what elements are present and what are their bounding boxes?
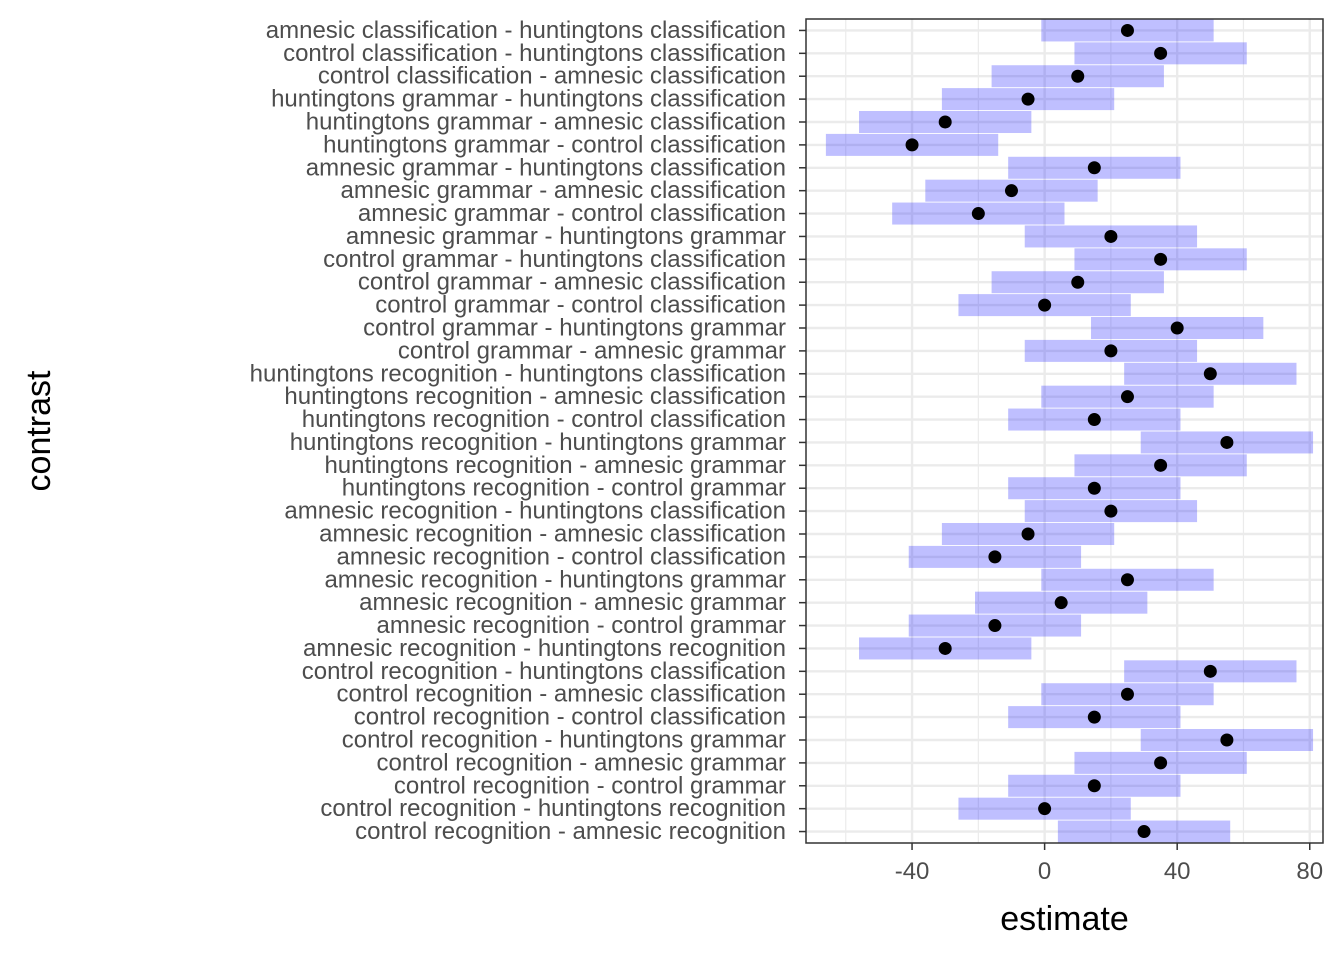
x-tick-label: 40: [1164, 858, 1191, 885]
y-tick-label: control grammar - huntingtons classifica…: [323, 246, 786, 273]
estimate-point: [1087, 710, 1101, 724]
estimate-point: [1087, 481, 1101, 495]
y-tick-label: huntingtons recognition - amnesic gramma…: [324, 452, 786, 479]
estimate-point: [1087, 413, 1101, 427]
y-tick-label: amnesic recognition - amnesic grammar: [359, 589, 786, 616]
y-tick-label: control recognition - amnesic grammar: [377, 749, 787, 776]
y-tick-label: huntingtons recognition - amnesic classi…: [284, 383, 786, 410]
estimate-point: [1203, 367, 1217, 381]
estimate-point: [1120, 23, 1134, 37]
y-tick-label: control recognition - amnesic classifica…: [336, 681, 786, 708]
y-axis: amnesic classification - huntingtons cla…: [250, 17, 806, 845]
y-tick-label: amnesic recognition - control grammar: [377, 612, 787, 639]
y-tick-label: control recognition - huntingtons recogn…: [320, 795, 786, 822]
estimate-point: [938, 641, 952, 655]
y-axis-title: contrast: [20, 370, 58, 491]
y-tick-label: amnesic recognition - huntingtons recogn…: [303, 635, 786, 662]
estimate-point: [1021, 92, 1035, 106]
estimate-point: [988, 550, 1002, 564]
estimate-point: [1154, 458, 1168, 472]
x-tick-label: -40: [895, 858, 930, 885]
y-tick-label: huntingtons recognition - control classi…: [302, 406, 786, 433]
y-tick-label: huntingtons grammar - control classifica…: [323, 131, 786, 158]
estimate-point: [1038, 298, 1052, 312]
y-tick-label: control classification - amnesic classif…: [318, 63, 786, 90]
y-tick-label: amnesic grammar - control classification: [358, 200, 786, 227]
estimate-point: [1154, 252, 1168, 266]
y-tick-label: huntingtons recognition - huntingtons cl…: [250, 360, 786, 387]
y-tick-label: huntingtons recognition - huntingtons gr…: [290, 429, 786, 456]
estimate-point: [1104, 229, 1118, 243]
estimate-point: [1087, 779, 1101, 793]
y-tick-label: control grammar - control classification: [375, 292, 786, 319]
estimate-point: [1104, 344, 1118, 358]
x-axis: -40 0 40 80: [895, 843, 1323, 885]
estimate-point: [988, 619, 1002, 633]
x-tick-label: 80: [1296, 858, 1323, 885]
y-tick-label: control grammar - amnesic grammar: [398, 337, 786, 364]
y-tick-label: amnesic grammar - amnesic classification: [341, 177, 786, 204]
y-tick-label: amnesic grammar - huntingtons classifica…: [306, 154, 786, 181]
estimate-point: [1203, 664, 1217, 678]
panel-background: [806, 19, 1323, 843]
estimate-point: [938, 115, 952, 129]
x-tick-label: 0: [1038, 858, 1051, 885]
y-tick-label: amnesic recognition - control classifica…: [336, 543, 786, 570]
estimate-point: [1071, 275, 1085, 289]
y-tick-label: control recognition - control grammar: [394, 772, 786, 799]
estimate-point: [1104, 504, 1118, 518]
y-tick-label: huntingtons recognition - control gramma…: [342, 475, 786, 502]
estimate-point: [1087, 161, 1101, 175]
estimate-point: [1021, 527, 1035, 541]
estimate-point: [971, 207, 985, 221]
estimate-point: [1220, 733, 1234, 747]
estimate-point: [1154, 46, 1168, 60]
estimate-point: [1054, 596, 1068, 610]
grid-lines: [806, 19, 1323, 843]
estimate-point: [905, 138, 919, 152]
y-tick-label: amnesic grammar - huntingtons grammar: [346, 223, 786, 250]
y-tick-label: control recognition - control classifica…: [354, 704, 786, 731]
y-tick-label: control classification - huntingtons cla…: [283, 40, 786, 67]
estimate-point: [1071, 69, 1085, 83]
estimate-point: [1120, 390, 1134, 404]
y-tick-label: amnesic recognition - huntingtons classi…: [284, 498, 786, 525]
estimate-point: [1220, 435, 1234, 449]
y-tick-label: amnesic classification - huntingtons cla…: [266, 17, 786, 44]
estimate-point: [1137, 825, 1151, 839]
estimate-point: [1120, 573, 1134, 587]
estimate-point: [1038, 802, 1052, 816]
y-tick-label: control recognition - amnesic recognitio…: [355, 818, 786, 845]
estimate-point: [1170, 321, 1184, 335]
y-tick-label: control grammar - huntingtons grammar: [363, 315, 786, 342]
estimate-point: [1004, 184, 1018, 198]
y-tick-label: huntingtons grammar - huntingtons classi…: [271, 86, 786, 113]
y-tick-label: amnesic recognition - amnesic classifica…: [319, 521, 786, 548]
y-tick-label: control recognition - huntingtons classi…: [302, 658, 786, 685]
estimate-point: [1154, 756, 1168, 770]
x-axis-title: estimate: [1000, 900, 1129, 938]
y-tick-label: huntingtons grammar - amnesic classifica…: [306, 109, 786, 136]
y-tick-label: amnesic recognition - huntingtons gramma…: [324, 566, 786, 593]
y-tick-label: control recognition - huntingtons gramma…: [342, 727, 786, 754]
estimate-point: [1120, 687, 1134, 701]
panel-border: [805, 18, 1324, 844]
y-tick-label: control grammar - amnesic classification: [358, 269, 786, 296]
estimate-points: [905, 23, 1234, 839]
